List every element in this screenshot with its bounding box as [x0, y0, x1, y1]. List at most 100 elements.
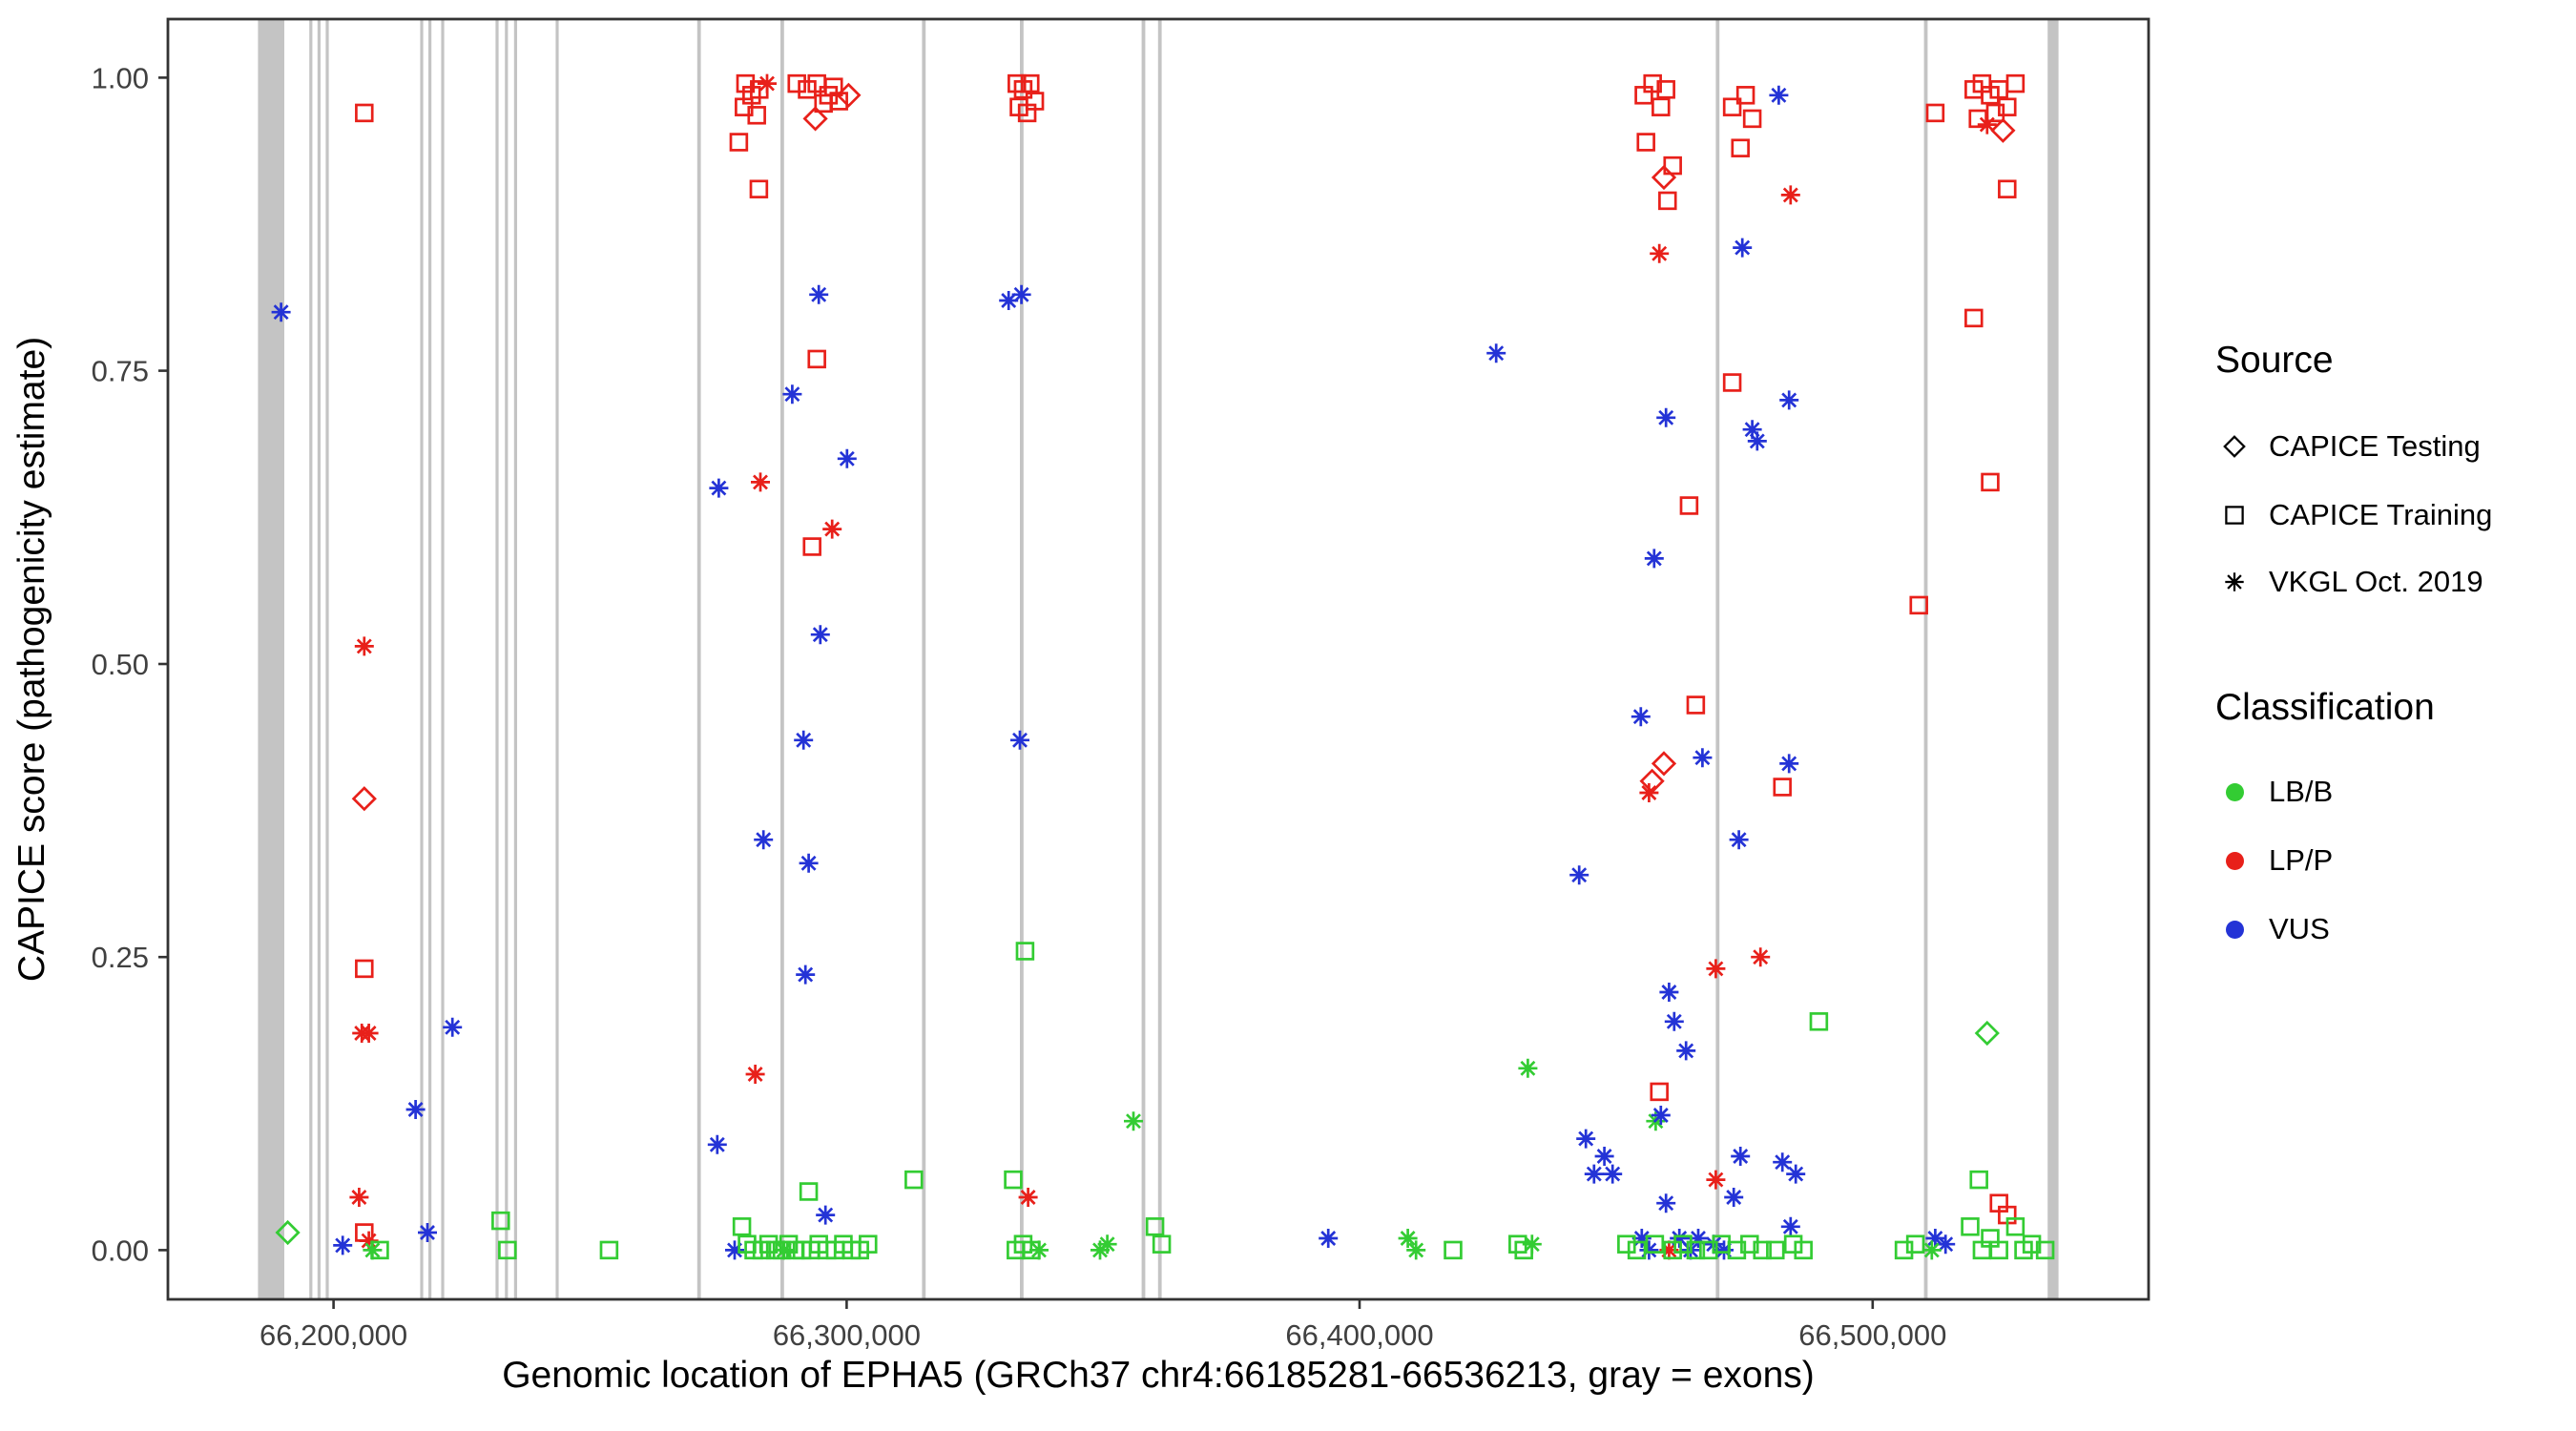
exon-bar [1141, 19, 1146, 1299]
data-point-square [1969, 1170, 1988, 1190]
exon-bar [696, 19, 701, 1299]
data-point-square [752, 1240, 772, 1260]
data-point-square [1004, 1170, 1023, 1190]
asterisk-marker-icon [2219, 567, 2250, 597]
data-point-square [1961, 1217, 1980, 1236]
data-point-diamond [351, 786, 377, 812]
legend-source-title: Source [2215, 340, 2334, 381]
data-point-asterisk [1631, 1229, 1652, 1248]
data-point-asterisk [1010, 730, 1029, 750]
data-point-square [732, 1217, 752, 1236]
data-point-asterisk [1018, 1188, 1038, 1207]
data-point-asterisk [1656, 407, 1676, 427]
data-point-asterisk [1670, 1229, 1690, 1248]
data-point-asterisk [1773, 1152, 1793, 1172]
exon-bar [420, 19, 424, 1299]
data-point-square [747, 106, 766, 125]
exon-bar [428, 19, 432, 1299]
data-point-asterisk [1639, 783, 1659, 802]
data-point-asterisk [1977, 114, 1997, 135]
data-point-asterisk [1742, 420, 1762, 440]
data-point-square [1444, 1240, 1463, 1260]
data-point-square [599, 1240, 619, 1260]
data-point-asterisk [349, 1188, 369, 1207]
data-point-square [1722, 97, 1742, 116]
data-point-asterisk [837, 448, 857, 468]
data-point-asterisk [1689, 1229, 1708, 1248]
data-point-square [1925, 103, 1945, 123]
data-point-square [1773, 778, 1792, 797]
data-point-asterisk [1124, 1111, 1143, 1131]
data-point-asterisk [1922, 1240, 1942, 1260]
data-point-square [1617, 1234, 1636, 1254]
data-point-square [807, 73, 826, 93]
data-point-asterisk [816, 1205, 836, 1225]
exon-bar [2047, 19, 2059, 1299]
data-point-square [1015, 942, 1035, 961]
data-point-asterisk [794, 730, 814, 750]
data-point-asterisk [1097, 1234, 1117, 1255]
data-point-square [1686, 695, 1706, 715]
data-point-square [1783, 1234, 1803, 1254]
data-point-asterisk [1664, 1011, 1684, 1031]
legend-item-label: VUS [2269, 912, 2330, 945]
data-point-square [1679, 496, 1699, 515]
data-point-square [749, 179, 769, 198]
data-point-square [904, 1170, 924, 1190]
data-points [271, 73, 2055, 1260]
exon-bars [258, 19, 2059, 1299]
data-point-asterisk [1398, 1229, 1418, 1248]
data-point-diamond [275, 1219, 301, 1246]
legend-item-capice-training: CAPICE Training [2219, 494, 2492, 536]
y-tick-label: 0.25 [92, 941, 149, 974]
data-point-asterisk [333, 1235, 353, 1255]
data-point-asterisk [418, 1223, 437, 1242]
exon-bar [922, 19, 926, 1299]
data-point-diamond [1639, 768, 1665, 794]
legend-item-label: CAPICE Training [2269, 498, 2493, 531]
data-point-square [787, 73, 806, 93]
data-point-asterisk [809, 284, 829, 304]
data-point-asterisk [1656, 1193, 1676, 1213]
data-point-square [1740, 1234, 1759, 1254]
x-tick-label: 66,200,000 [260, 1318, 407, 1352]
exon-bar [317, 19, 321, 1299]
data-point-square [814, 93, 833, 114]
exon-bar [309, 19, 313, 1299]
data-point-square [1627, 1240, 1647, 1260]
data-point-asterisk [1518, 1058, 1538, 1078]
data-point-square [2005, 1217, 2025, 1236]
data-point-square [1021, 73, 1040, 93]
data-point-square [2022, 1234, 2042, 1254]
data-point-square [1731, 138, 1750, 157]
data-point-asterisk [1569, 865, 1589, 885]
data-point-square [798, 80, 817, 99]
data-point-asterisk [359, 1231, 379, 1251]
data-point-asterisk [1029, 1240, 1049, 1260]
square-marker-icon [2219, 500, 2250, 530]
data-point-square [1753, 1240, 1772, 1260]
exon-bar [1020, 19, 1024, 1299]
data-point-asterisk [1751, 947, 1771, 967]
data-point-square [2035, 1240, 2055, 1260]
data-point-asterisk [745, 1065, 765, 1084]
data-point-square [1643, 73, 1662, 93]
data-point-square [807, 349, 826, 369]
data-point-diamond [1990, 117, 2016, 143]
data-point-asterisk [782, 384, 802, 404]
data-point-square [1981, 472, 2000, 492]
data-point-asterisk [1925, 1229, 1945, 1248]
data-point-square [2005, 73, 2025, 93]
legend-item-label: LB/B [2269, 775, 2334, 808]
data-point-asterisk [1733, 238, 1753, 258]
y-tick-label: 0.00 [92, 1234, 149, 1267]
data-point-asterisk [1714, 1240, 1734, 1260]
data-point-asterisk [1779, 754, 1799, 774]
data-point-square [1989, 1240, 2008, 1260]
data-point-asterisk [1731, 1147, 1751, 1166]
data-point-asterisk [810, 625, 830, 645]
exon-bar [1157, 19, 1162, 1299]
data-point-square [1894, 1240, 1914, 1260]
y-tick-label: 0.50 [92, 648, 149, 681]
data-point-square [1652, 97, 1671, 116]
